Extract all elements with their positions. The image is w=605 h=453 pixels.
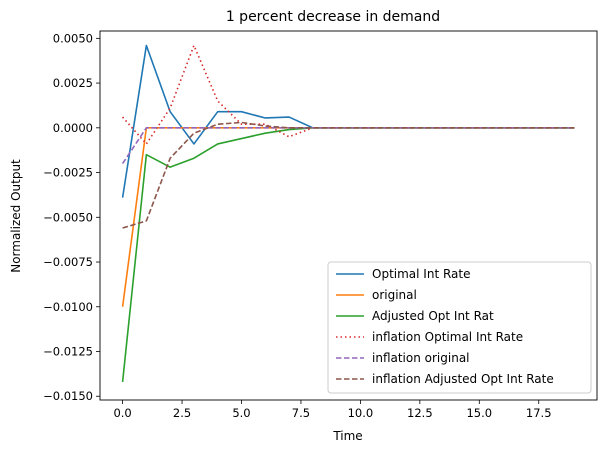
y-tick-label: 0.0025 xyxy=(53,76,93,90)
plot-area xyxy=(121,44,575,383)
y-tick-label: −0.0050 xyxy=(43,210,93,224)
x-tick-label: 2.5 xyxy=(173,406,191,420)
y-tick-label: −0.0125 xyxy=(43,345,93,359)
y-tick-label: −0.0100 xyxy=(43,300,93,314)
x-tick-label: 15.0 xyxy=(466,406,492,420)
x-tick-label: 12.5 xyxy=(407,406,433,420)
y-tick-label: 0.0050 xyxy=(53,31,93,45)
y-tick-label: −0.0075 xyxy=(43,255,93,269)
legend-label-1: Optimal Int Rate xyxy=(372,267,470,281)
x-tick-label: 7.5 xyxy=(292,406,310,420)
series-line-5 xyxy=(121,127,575,165)
y-axis-label: Normalized Output xyxy=(9,159,23,273)
series-line-1 xyxy=(121,44,575,198)
legend: Optimal Int Rate original Adjusted Opt Int… xyxy=(327,261,592,394)
legend-label-6: inflation Adjusted Opt Int Rate xyxy=(372,372,554,386)
x-axis: 0.0 2.5 5.0 7.5 10.0 12.5 15.0 17.5 xyxy=(113,400,552,420)
legend-box xyxy=(327,261,592,394)
x-tick-label: 5.0 xyxy=(232,406,250,420)
legend-label-4: inflation Optimal Int Rate xyxy=(372,330,523,344)
x-tick-label: 0.0 xyxy=(113,406,131,420)
y-tick-label: −0.0150 xyxy=(43,389,93,403)
legend-label-2: original xyxy=(372,288,417,302)
legend-label-5: inflation original xyxy=(372,351,470,365)
axes-frame xyxy=(99,30,598,401)
x-tick-label: 17.5 xyxy=(526,406,552,420)
series-line-6 xyxy=(122,121,575,229)
chart-title: 1 percent decrease in demand xyxy=(226,9,440,25)
series-line-4 xyxy=(121,44,575,145)
x-tick-label: 10.0 xyxy=(348,406,374,420)
y-axis: −0.0150 −0.0125 −0.0100 −0.0075 −0.0050 −0.00… xyxy=(43,31,100,403)
x-axis-label: Time xyxy=(332,429,362,443)
y-tick-label: −0.0025 xyxy=(43,166,93,180)
y-tick-label: 0.0000 xyxy=(53,121,93,135)
legend-label-3: Adjusted Opt Int Rat xyxy=(372,309,494,323)
